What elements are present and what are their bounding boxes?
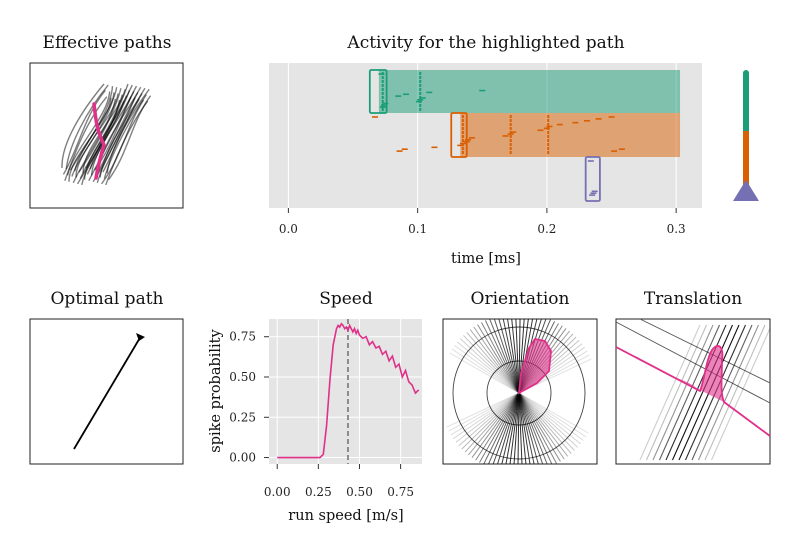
optimal-path-arrowhead — [136, 333, 145, 341]
effective-path-trace — [103, 94, 147, 179]
translation-plot — [616, 319, 770, 461]
speed-y-label: spike probability — [208, 328, 224, 452]
translation-ray — [658, 324, 721, 461]
speed-title: Speed — [319, 289, 373, 309]
activity-x-tick-label: 0.2 — [537, 222, 556, 236]
effective-path-trace — [62, 89, 106, 175]
activity-x-ticks: 0.0 0.1 0.2 0.3 — [279, 208, 686, 236]
speed-y-tick-label: 0.00 — [229, 451, 256, 465]
optimal-path-line — [73, 335, 142, 450]
translation-ray — [639, 324, 701, 461]
translation-boundary-top — [616, 321, 770, 404]
translation-title: Translation — [644, 289, 742, 309]
activity-title: Activity for the highlighted path — [346, 33, 624, 53]
activity-window-green — [368, 69, 388, 114]
effective-path-trace — [82, 89, 126, 174]
effective-paths-plot — [61, 83, 152, 186]
speed-ticks: 0.00 0.25 0.50 0.75 0.00 0.25 0.50 0.75 — [229, 330, 414, 499]
effective-path-trace — [102, 87, 146, 173]
speed-x-label: run speed [m/s] — [288, 508, 403, 524]
speed-x-tick-label: 0.00 — [264, 485, 291, 499]
speed-x-tick-label: 0.25 — [305, 485, 332, 499]
effective-path-highlighted — [92, 102, 106, 180]
translation-ray — [710, 327, 770, 461]
orientation-tuning-lobe — [517, 337, 552, 395]
optimal-path-plot — [73, 333, 145, 450]
orientation-outer-circle — [452, 326, 586, 460]
optimal-path-frame — [29, 318, 184, 465]
effective-path-trace — [71, 92, 115, 177]
effective-path-trace — [61, 83, 105, 169]
optimal-path-title: Optimal path — [51, 289, 164, 309]
effective-paths-title: Effective paths — [43, 33, 172, 53]
speed-y-tick-label: 0.25 — [229, 410, 256, 424]
speed-grid — [269, 319, 422, 464]
activity-bar-green — [378, 70, 681, 113]
activity-window-orange — [450, 112, 468, 158]
translation-ray — [671, 324, 734, 461]
translation-ray — [645, 324, 708, 461]
activity-x-label: time [ms] — [451, 251, 521, 267]
activity-x-tick-label: 0.3 — [667, 222, 686, 236]
path-key-purple-triangle — [733, 180, 759, 201]
translation-ray — [704, 324, 766, 461]
path-color-key — [733, 70, 759, 201]
speed-curve — [277, 322, 420, 459]
activity-bar-orange — [460, 113, 681, 157]
orientation-plot — [446, 319, 592, 464]
speed-x-tick-label: 0.50 — [346, 485, 373, 499]
translation-ray — [697, 324, 760, 461]
speed-x-tick-label: 0.75 — [387, 485, 414, 499]
activity-window-purple — [584, 156, 601, 202]
effective-path-trace — [108, 95, 152, 181]
speed-marks — [277, 319, 420, 464]
effective-path-trace — [65, 84, 109, 170]
translation-boundary-top-2 — [639, 319, 770, 384]
effective-path-trace — [86, 90, 131, 175]
effective-path-trace — [64, 96, 108, 181]
orientation-title: Orientation — [471, 289, 570, 309]
speed-axes-bg — [269, 319, 422, 464]
activity-x-tick-label: 0.1 — [408, 222, 427, 236]
translation-ray — [652, 324, 714, 461]
activity-marks — [368, 69, 681, 202]
speed-y-tick-label: 0.50 — [229, 370, 256, 384]
translation-tuning-fill — [676, 345, 724, 402]
speed-y-tick-label: 0.75 — [229, 330, 256, 344]
activity-x-tick-label: 0.0 — [279, 222, 298, 236]
